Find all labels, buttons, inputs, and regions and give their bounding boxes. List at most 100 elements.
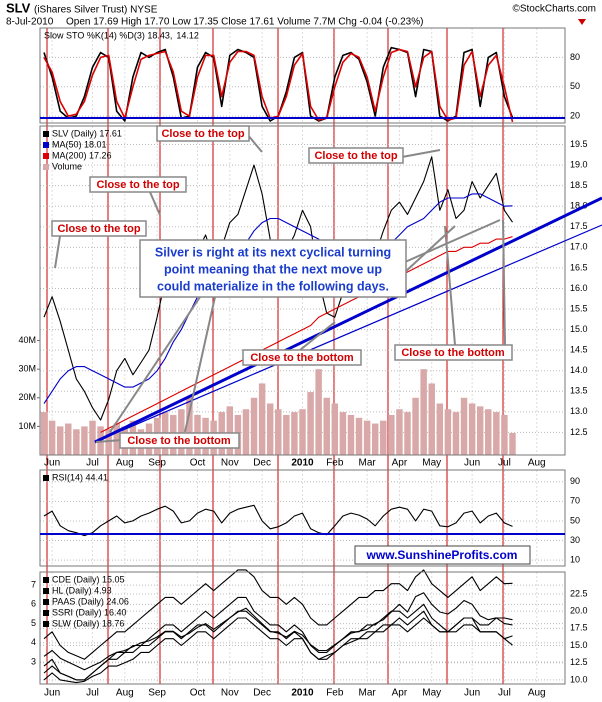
quote: Open 17.69 High 17.70 Low 17.35 Close 17… (66, 17, 423, 28)
legend-marker (43, 577, 49, 583)
legend-marker (43, 599, 49, 605)
series-line (100, 236, 513, 433)
x-tick-label: Aug (116, 458, 134, 469)
volume-bar (299, 409, 306, 455)
callout-line (299, 321, 336, 351)
callout-line (444, 225, 456, 346)
x-tick-label: Jul (498, 688, 511, 699)
series-line (43, 596, 513, 681)
symbol: SLV (6, 0, 31, 15)
overlay: Close to the top Close to the top Close … (40, 117, 602, 565)
legend-label: RSI(14) 44.41 (52, 472, 108, 482)
website: www.SunshineProfits.com (366, 548, 518, 562)
y-tick-label: 10M (18, 421, 36, 431)
volume-bar (48, 420, 56, 455)
y-tick-label: 90 (570, 476, 580, 486)
y-tick-label: 4 (31, 637, 36, 647)
note-box (394, 344, 513, 361)
volume-bar (420, 369, 427, 455)
x-tick-label: Aug (528, 458, 546, 469)
volume-bar (460, 397, 468, 455)
x-tick-label: Jul (86, 688, 99, 699)
y-tick-label: 80 (570, 52, 580, 62)
y-tick-label: 30 (570, 535, 580, 545)
callout-line (54, 235, 61, 269)
x-tick-label: Jun (464, 458, 480, 469)
x-tick-label: Oct (190, 688, 206, 699)
note: Close to the bottom (401, 347, 504, 359)
y-tick-label: 10 (570, 554, 580, 564)
volume-bar (428, 383, 435, 455)
legend-marker (43, 164, 49, 170)
series-line (43, 193, 513, 404)
volume-bar (250, 397, 258, 455)
legend-label: Volume (52, 161, 82, 171)
series-line (43, 48, 514, 123)
legend-label: CDE (Daily) 15.05 (52, 574, 125, 584)
note-box (119, 432, 240, 449)
x-tick-label: Apr (392, 688, 408, 699)
x-tick-label: Aug (116, 688, 134, 699)
volume-bar (186, 397, 193, 455)
volume-bar (436, 403, 444, 455)
y-tick-label: 19.0 (570, 159, 588, 169)
x-tick-label: 2010 (291, 688, 314, 699)
y-tick-label: 13.5 (570, 386, 588, 396)
y-tick-label: 7 (31, 579, 36, 589)
comment: Silver is right at its next cyclical tur… (155, 245, 391, 259)
callout-line (109, 296, 201, 433)
y-tick-label: 40M (18, 335, 36, 345)
note: Close to the top (96, 179, 179, 191)
x-tick-label: Mar (358, 458, 376, 469)
note: Close to the top (57, 223, 140, 235)
volume-bar (65, 423, 72, 455)
y-tick-label: 50 (570, 81, 580, 91)
x-tick-label: Aug (528, 688, 546, 699)
trend-line (94, 196, 602, 444)
y-tick-label: 12.5 (570, 427, 588, 437)
note: Close to the top (161, 128, 244, 140)
volume-bar (258, 383, 266, 455)
volume-bar (315, 369, 322, 455)
y-tick-label: 70 (570, 496, 580, 506)
volume-bar (412, 397, 419, 455)
y-tick-label: 3 (31, 656, 36, 666)
panel-frame (39, 469, 566, 567)
callout-line (149, 191, 161, 216)
y-tick-label: 20.0 (570, 606, 588, 616)
security-name: (iShares Silver Trust) NYSE (34, 5, 158, 16)
series-line (43, 592, 513, 671)
callout-line (404, 225, 456, 273)
note-box (156, 125, 250, 142)
down-marker (578, 19, 586, 25)
volume-bar (468, 403, 476, 455)
y-tick-label: 22.5 (570, 588, 588, 598)
x-tick-label: Apr (392, 458, 408, 469)
legend-marker (43, 588, 49, 594)
volume-bar (331, 403, 339, 455)
volume-bar (452, 412, 460, 455)
y-tick-label: 14.5 (570, 345, 588, 355)
x-tick-label: May (422, 458, 441, 469)
note-box (242, 349, 362, 366)
x-tick-label: Nov (221, 458, 239, 469)
y-tick-label: 20M (18, 392, 36, 402)
x-tick-label: Feb (326, 688, 344, 699)
volume-bar (178, 409, 185, 455)
volume-bar (371, 423, 379, 455)
series-line (43, 504, 513, 537)
volume-bar (291, 412, 298, 455)
y-tick-label: 6 (31, 599, 36, 609)
volume-bar (347, 414, 355, 455)
volume-bar (404, 412, 411, 455)
y-tick-label: 17.5 (570, 221, 588, 231)
legend-marker (43, 610, 49, 616)
volume-bar (242, 409, 250, 455)
volume-bar (81, 426, 88, 455)
panel-frame (39, 27, 566, 124)
x-tick-label: Dec (253, 688, 271, 699)
y-tick-label: 10.0 (570, 674, 588, 684)
callout-line (401, 149, 441, 158)
legend-marker (43, 142, 49, 148)
volume-bar (113, 423, 120, 455)
